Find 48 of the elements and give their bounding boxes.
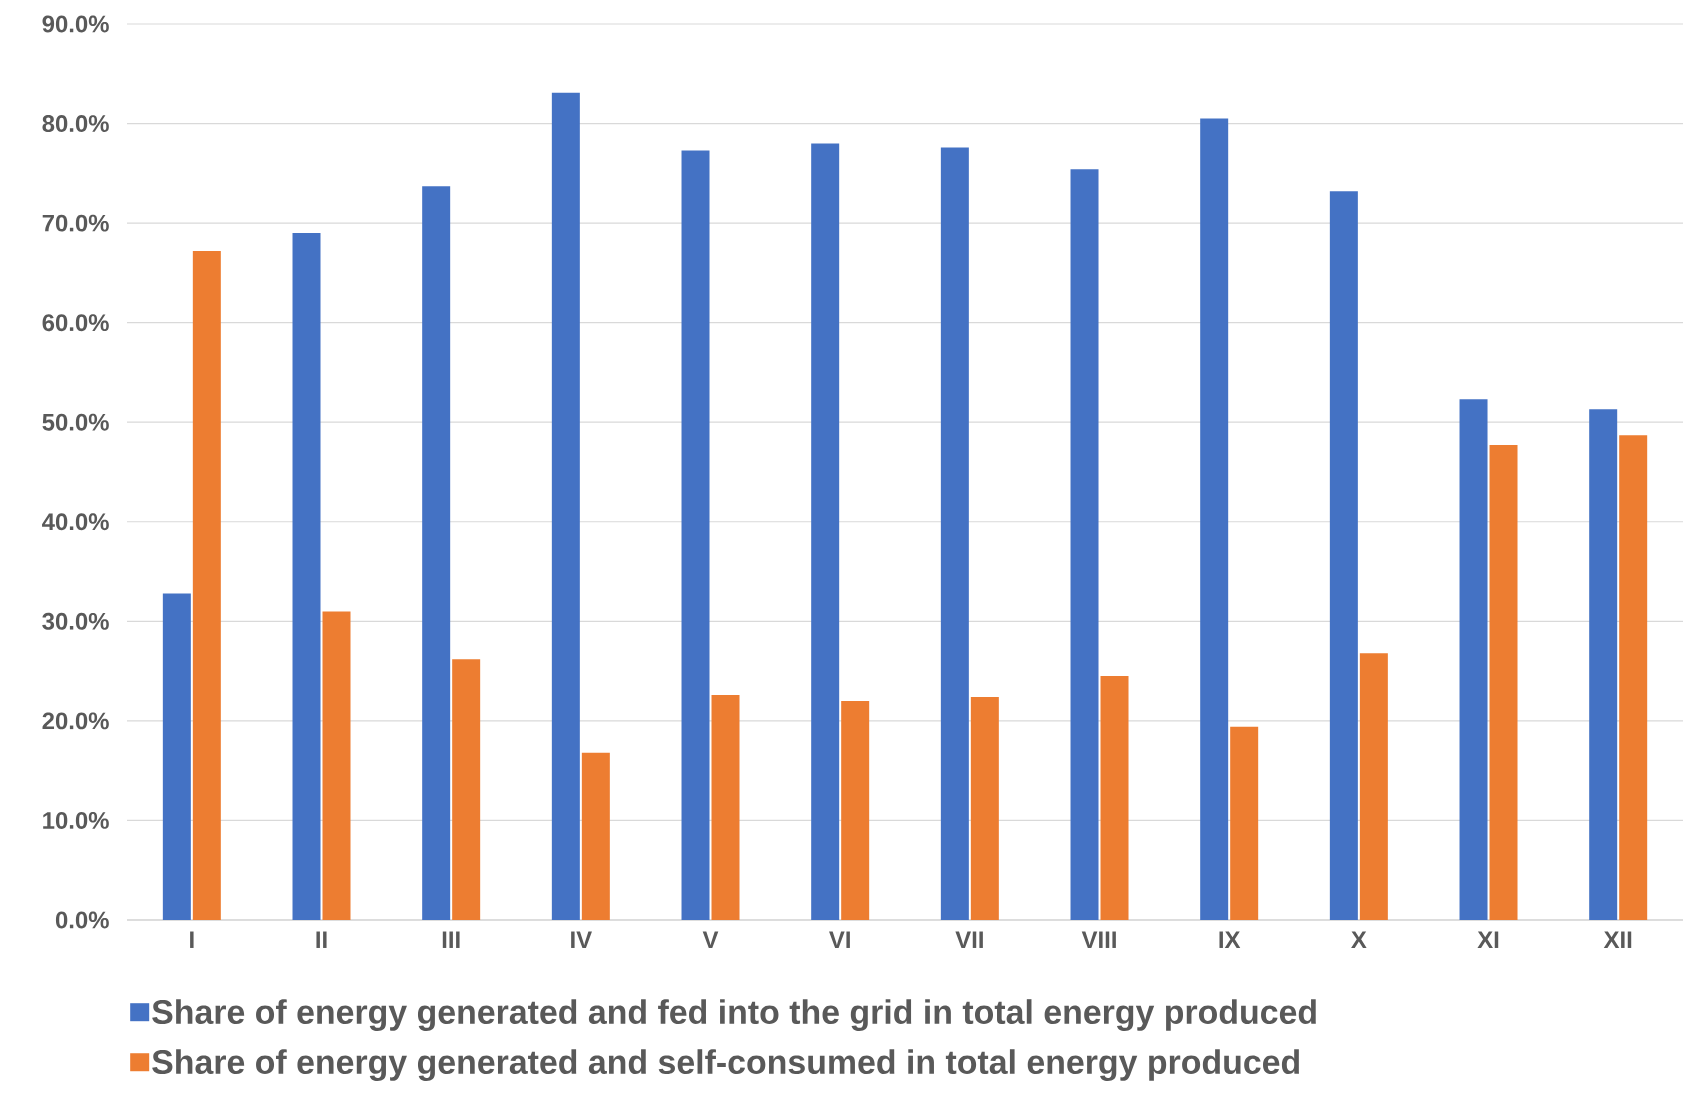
x-tick-label: VIII — [1081, 931, 1116, 948]
bar — [1230, 726, 1259, 920]
bar — [1619, 435, 1648, 920]
bar — [681, 150, 710, 920]
bar — [1329, 191, 1358, 920]
x-tick-label: I — [190, 931, 194, 948]
x-tick-label: XI — [1477, 931, 1499, 948]
x-tick-label: VI — [829, 931, 850, 948]
y-tick-label: 50.0% — [42, 413, 109, 431]
x-tick-label: IX — [1219, 931, 1241, 948]
bar — [711, 695, 740, 920]
bar — [422, 186, 451, 920]
bar — [1459, 399, 1488, 920]
bar — [940, 147, 969, 920]
bar — [322, 611, 351, 920]
y-tick-label: 0.0% — [55, 911, 109, 929]
y-tick-label: 20.0% — [42, 712, 109, 730]
bar — [1200, 118, 1229, 920]
x-tick-label: VII — [955, 931, 983, 948]
bar — [841, 700, 870, 920]
bar — [970, 696, 999, 920]
y-tick-label: 90.0% — [42, 15, 109, 33]
bar — [1100, 676, 1129, 920]
x-tick-label: IV — [571, 931, 592, 948]
x-tick-label: X — [1351, 931, 1367, 948]
legend-label: Share of energy generated and fed into the grid in total energy produced — [152, 999, 1316, 1031]
bar — [452, 659, 481, 920]
bar — [162, 593, 191, 920]
y-tick-label: 80.0% — [42, 115, 109, 133]
y-tick-label: 40.0% — [42, 513, 109, 531]
bar — [551, 92, 580, 920]
bar — [1070, 169, 1099, 920]
x-tick-label: XII — [1603, 931, 1632, 948]
bar — [292, 233, 321, 920]
bar — [811, 143, 840, 920]
bar — [1489, 445, 1518, 920]
legend-label: Share of energy generated and self-consumed in total energy produced — [152, 1049, 1299, 1081]
y-tick-label: 30.0% — [42, 612, 109, 630]
x-tick-label: III — [442, 931, 460, 948]
y-tick-label: 70.0% — [42, 214, 109, 232]
bar — [1589, 409, 1618, 920]
y-tick-label: 60.0% — [42, 314, 109, 332]
x-tick-label: II — [316, 931, 327, 948]
bar — [581, 752, 610, 920]
y-tick-label: 10.0% — [43, 811, 109, 829]
bar — [192, 250, 221, 920]
x-tick-label: V — [702, 931, 719, 948]
bar — [1359, 653, 1388, 920]
